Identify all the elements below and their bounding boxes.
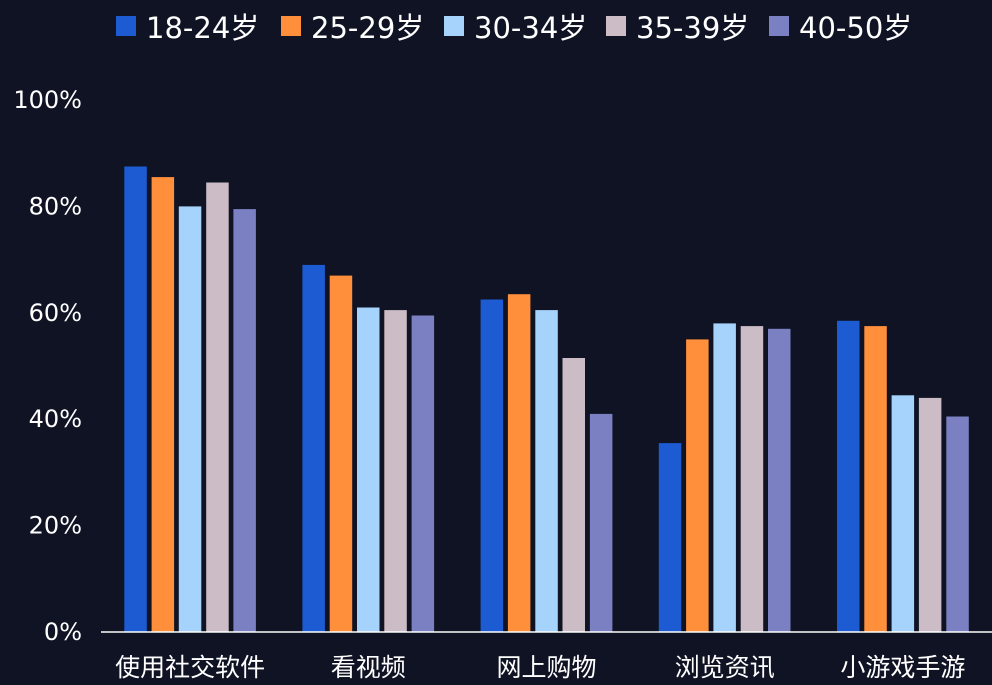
bar-1-series-5 [233, 209, 256, 632]
bar-5-series-2 [864, 326, 887, 632]
x-tick-label-4: 浏览资讯 [675, 653, 775, 681]
legend-label-3: 30-34岁 [474, 11, 587, 45]
x-tick-label-1: 使用社交软件 [115, 653, 265, 681]
legend-label-2: 25-29岁 [311, 11, 424, 45]
y-tick-label-1: 20% [29, 512, 82, 540]
bar-3-series-2 [507, 294, 531, 632]
legend-label-4: 35-39岁 [636, 11, 749, 45]
bar-5-series-3 [891, 395, 915, 632]
bar-1-series-4 [206, 182, 229, 632]
bar-1-series-2 [151, 177, 175, 632]
bar-4-series-2 [686, 339, 709, 632]
bar-4-series-5 [768, 328, 791, 632]
legend-swatch-1 [116, 16, 136, 36]
legend-swatch-5 [769, 16, 789, 36]
x-tick-label-3: 网上购物 [496, 653, 596, 681]
bar-5-series-1 [837, 320, 860, 632]
legend-swatch-2 [281, 16, 301, 36]
bars [124, 166, 969, 632]
bar-3-series-3 [535, 310, 558, 632]
y-tick-label-0: 0% [44, 618, 82, 646]
y-axis-tick-labels: 0% 20% 40% 60% 80% 100% [13, 86, 82, 646]
legend-swatch-3 [444, 16, 464, 36]
y-tick-label-3: 60% [29, 299, 82, 327]
bar-2-series-3 [357, 307, 380, 632]
legend-swatch-4 [606, 16, 626, 36]
x-tick-label-2: 看视频 [331, 653, 406, 681]
x-axis-tick-labels: 使用社交软件 看视频 网上购物 浏览资讯 小游戏手游 [115, 653, 965, 682]
bar-4-series-3 [713, 323, 736, 632]
bar-3-series-4 [562, 358, 585, 632]
bar-4-series-1 [658, 443, 682, 632]
y-tick-label-2: 40% [29, 405, 82, 433]
bar-4-series-4 [740, 326, 764, 632]
bar-2-series-1 [302, 264, 325, 632]
bar-5-series-4 [918, 397, 942, 632]
legend-label-5: 40-50岁 [799, 11, 912, 45]
bar-2-series-2 [329, 275, 353, 632]
bar-3-series-5 [589, 413, 613, 632]
bar-1-series-3 [178, 206, 202, 632]
bar-2-series-4 [384, 310, 407, 632]
y-tick-label-4: 80% [29, 192, 82, 220]
bar-3-series-1 [480, 299, 504, 632]
legend: 18-24岁 25-29岁 30-34岁 35-39岁 40-50岁 [116, 11, 912, 45]
bar-5-series-5 [946, 416, 969, 632]
bar-1-series-1 [124, 166, 147, 632]
legend-label-1: 18-24岁 [146, 11, 259, 45]
y-tick-label-5: 100% [13, 86, 82, 114]
x-tick-label-5: 小游戏手游 [840, 653, 965, 681]
bar-2-series-5 [411, 315, 435, 632]
